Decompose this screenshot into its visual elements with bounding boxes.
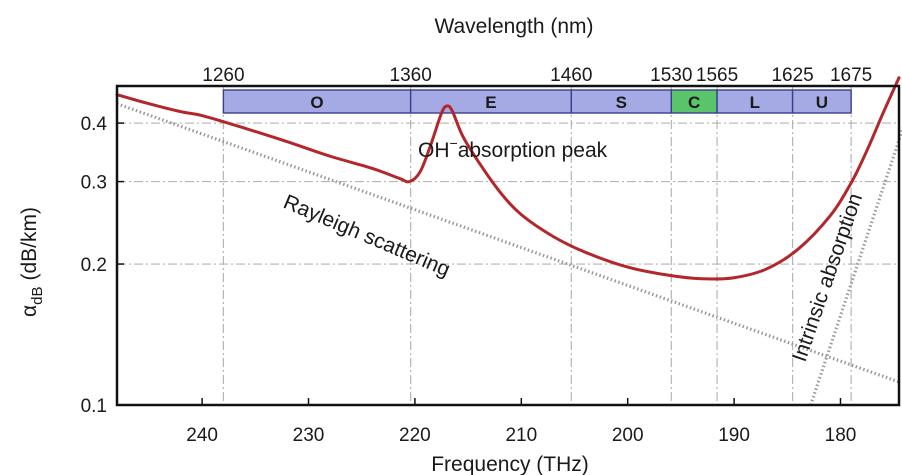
band-U	[791, 89, 852, 114]
y-axis-symbol: α	[18, 305, 41, 317]
band-label-L: L	[750, 93, 760, 112]
band-label-C: C	[688, 93, 700, 112]
band-label-O: O	[310, 93, 323, 112]
x-tick-label-230: 230	[293, 425, 325, 446]
y-tick-label-0.2: 0.2	[81, 255, 107, 276]
y-tick-label-0.4: 0.4	[81, 114, 108, 135]
band-label-E: E	[485, 93, 496, 112]
x-tick-label-180: 180	[825, 425, 857, 446]
grid-lines	[117, 86, 899, 406]
series-lines	[115, 76, 902, 406]
wavelength-tick-label-1625: 1625	[771, 65, 813, 86]
series-line-0	[115, 76, 901, 281]
y-tick-label-0.3: 0.3	[81, 173, 107, 194]
band-label-S: S	[616, 93, 627, 112]
y-axis-unit: (dB/km)	[18, 207, 41, 281]
y-axis-title: αdB (dB/km)	[18, 207, 46, 317]
rayleigh-annotation: Rayleigh scattering	[280, 190, 453, 281]
y-tick-label-0.1: 0.1	[81, 396, 107, 417]
wavelength-ticks: 1260 1360 1460 1530 1565 1625 1675	[202, 65, 872, 86]
wavelength-tick-label-1360: 1360	[390, 65, 432, 86]
wavelength-tick-label-1460: 1460	[550, 65, 592, 86]
oh-peak-annotation-sup: −	[450, 135, 458, 151]
wavelength-tick-label-1530: 1530	[650, 65, 692, 86]
plot-frame	[115, 84, 901, 407]
x-tick-label-190: 190	[718, 425, 750, 446]
x-ticks: 240 230 220 210 200 190 180	[186, 398, 856, 446]
y-ticks: 0.1 0.2 0.3 0.4	[81, 114, 124, 417]
oh-peak-annotation-oh: OH	[418, 139, 450, 162]
x-axis-title: Frequency (THz)	[431, 453, 589, 475]
wavelength-tick-label-1675: 1675	[830, 65, 872, 86]
x-tick-label-200: 200	[612, 425, 644, 446]
x-tick-label-210: 210	[505, 425, 537, 446]
x-tick-label-240: 240	[186, 425, 218, 446]
y-axis-subscript: dB	[29, 287, 46, 305]
oh-peak-annotation: OH−absorption peak	[418, 135, 608, 162]
wavelength-tick-label-1565: 1565	[696, 65, 738, 86]
series-line-2	[809, 126, 902, 406]
x-tick-label-220: 220	[399, 425, 431, 446]
wavelength-tick-label-1260: 1260	[202, 65, 244, 86]
intrinsic-annotation: Intrinsic absorption	[788, 190, 867, 364]
band-label-U: U	[816, 93, 828, 112]
oh-peak-annotation-rest: absorption peak	[458, 139, 608, 162]
x2-axis-title: Wavelength (nm)	[434, 15, 593, 38]
